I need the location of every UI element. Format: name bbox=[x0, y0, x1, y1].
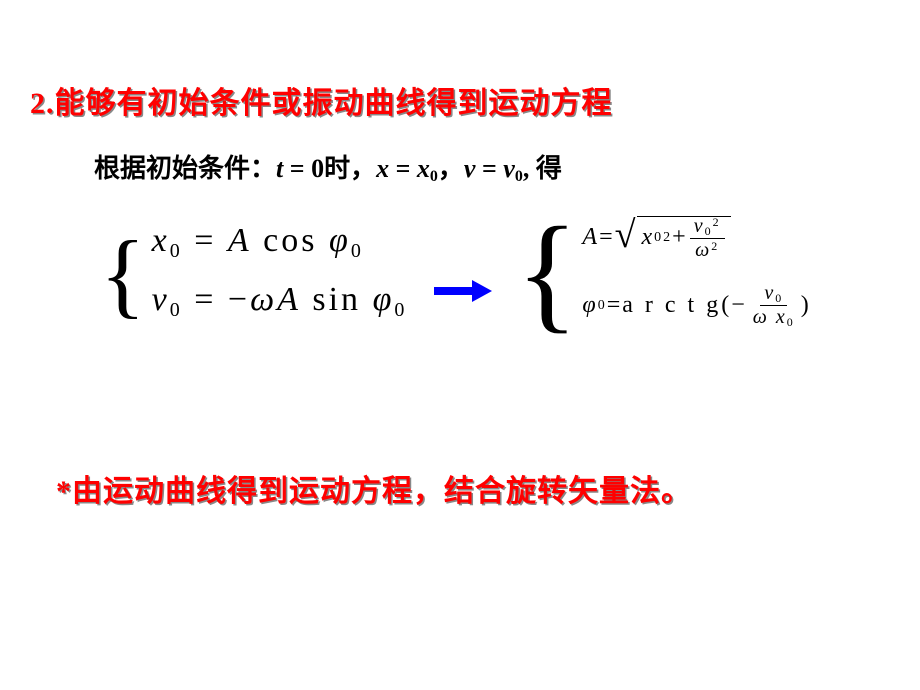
var-v0: v bbox=[503, 154, 515, 183]
left-rows: x0 = A cos φ0 v0 = −ωA sin φ0 bbox=[146, 222, 408, 322]
var-v: v bbox=[464, 154, 476, 183]
r2-phi: φ bbox=[582, 292, 597, 319]
l2-neg: − bbox=[228, 281, 250, 318]
arrow-icon bbox=[434, 280, 492, 307]
l1-phi-sub: 0 bbox=[351, 240, 364, 262]
r1-x: x bbox=[641, 224, 654, 251]
r1-v-sq: 2 bbox=[713, 215, 721, 229]
initial-condition-line: 根据初始条件：t = 0时，x = x0，v = v0, 得 bbox=[94, 148, 562, 186]
footer-note: *由运动曲线得到运动方程，结合旋转矢量法。 bbox=[56, 466, 692, 510]
l1-phi: φ bbox=[329, 222, 351, 259]
right-rows: A = √ x02 + v02 ω2 φ0 = bbox=[578, 215, 810, 328]
right-system: { A = √ x02 + v02 ω2 bbox=[516, 210, 811, 334]
r2-frac: v0 ω x0 bbox=[749, 283, 799, 328]
r2-frac-num: v0 bbox=[760, 283, 787, 306]
initial-prefix: 根据初始条件： bbox=[94, 154, 276, 183]
r1-eq: = bbox=[599, 224, 615, 251]
r2-rp: ) bbox=[801, 292, 811, 319]
r2-eq: = bbox=[607, 292, 623, 319]
l2-sin: sin bbox=[301, 281, 373, 318]
l2-eq: = bbox=[183, 281, 228, 318]
l2-v: v bbox=[152, 281, 170, 318]
l2-om: ω bbox=[250, 281, 277, 318]
r1-plus: + bbox=[672, 224, 688, 251]
r2-phi-sub: 0 bbox=[598, 298, 607, 314]
var-x0: x bbox=[417, 154, 430, 183]
r1-frac-den: ω2 bbox=[691, 239, 723, 260]
left-row-1: x0 = A cos φ0 bbox=[152, 222, 408, 263]
r1-x-sq: 2 bbox=[663, 230, 672, 246]
r1-A: A bbox=[582, 224, 599, 251]
r2-x-sub: 0 bbox=[787, 315, 795, 329]
sqrt-body: x02 + v02 ω2 bbox=[637, 216, 730, 259]
r1-frac-num: v02 bbox=[690, 216, 725, 239]
l2-phi: φ bbox=[373, 281, 395, 318]
r2-v: v bbox=[764, 282, 775, 304]
end-text: 得 bbox=[529, 154, 562, 183]
r2-x: x bbox=[776, 306, 787, 328]
l1-x-sub: 0 bbox=[170, 240, 183, 262]
l1-A: A bbox=[228, 222, 252, 259]
l1-eq: = bbox=[183, 222, 228, 259]
right-row-1: A = √ x02 + v02 ω2 bbox=[582, 215, 810, 259]
r2-frac-den: ω x0 bbox=[749, 306, 799, 328]
slide: 2.能够有初始条件或振动曲线得到运动方程 根据初始条件：t = 0时，x = x… bbox=[0, 0, 920, 690]
r1-v: v bbox=[694, 215, 705, 237]
l2-v-sub: 0 bbox=[170, 299, 183, 321]
r2-lp: ( bbox=[721, 292, 731, 319]
r1-v-sub: 0 bbox=[705, 224, 713, 238]
r1-om: ω bbox=[695, 239, 711, 261]
section-heading: 2.能够有初始条件或振动曲线得到运动方程 bbox=[30, 78, 613, 122]
left-row-2: v0 = −ωA sin φ0 bbox=[152, 281, 408, 322]
sep1: ， bbox=[438, 154, 464, 183]
r1-om-sq: 2 bbox=[711, 239, 719, 253]
l2-A: A bbox=[277, 281, 301, 318]
right-row-2: φ0 = a r c t g ( − v0 ω x0 ) bbox=[582, 283, 810, 328]
eq-zero: = 0时， bbox=[283, 154, 376, 183]
radical-icon: √ bbox=[615, 213, 638, 257]
r2-neg: − bbox=[731, 292, 747, 319]
eq-v: = bbox=[475, 154, 503, 183]
l2-phi-sub: 0 bbox=[394, 299, 407, 321]
sub-v0: 0 bbox=[515, 168, 523, 185]
l1-x: x bbox=[152, 222, 170, 259]
left-brace-icon: { bbox=[100, 229, 146, 319]
l1-cos: cos bbox=[252, 222, 329, 259]
r2-v-sub: 0 bbox=[775, 291, 783, 305]
eq-x: = bbox=[389, 154, 417, 183]
right-brace-icon: { bbox=[516, 212, 578, 336]
sqrt-icon: √ x02 + v02 ω2 bbox=[615, 215, 731, 259]
r2-om: ω bbox=[753, 306, 769, 328]
var-x: x bbox=[376, 154, 389, 183]
r2-arctg: a r c t g bbox=[622, 292, 721, 319]
left-system: { x0 = A cos φ0 v0 = −ωA sin φ0 bbox=[100, 222, 407, 322]
r1-x-sub: 0 bbox=[654, 230, 663, 246]
r1-frac: v02 ω2 bbox=[690, 216, 725, 260]
sub-x0: 0 bbox=[430, 168, 438, 185]
